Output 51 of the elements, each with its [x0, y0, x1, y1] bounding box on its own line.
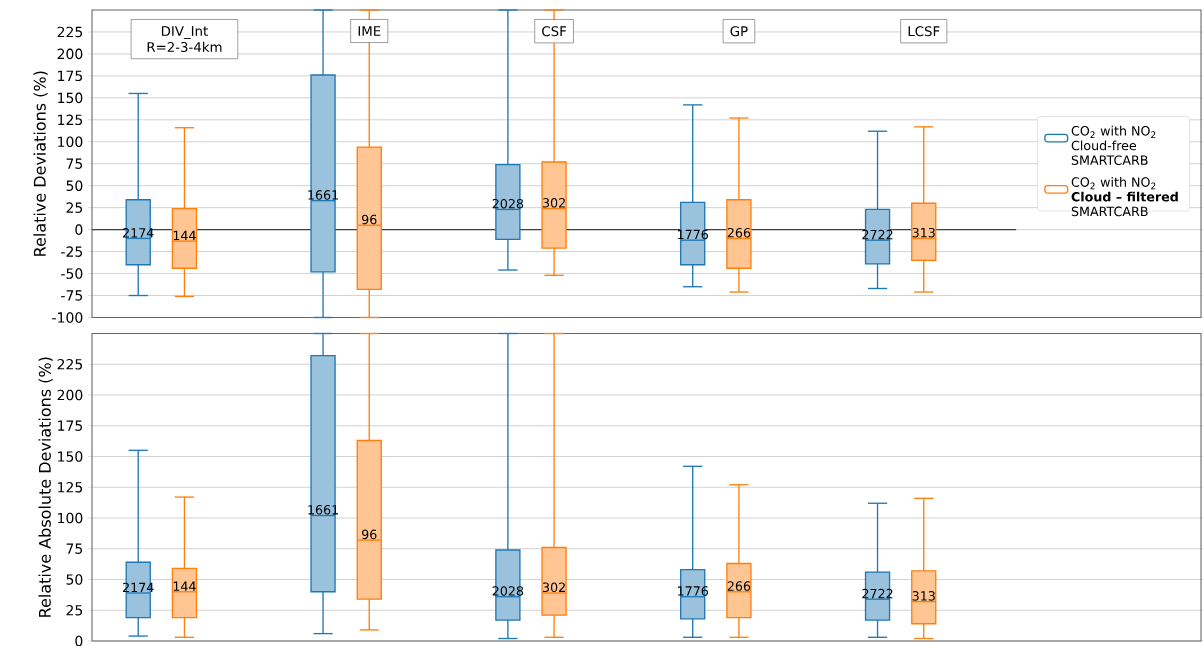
category-label: CSF [542, 26, 567, 37]
y-tick-label: 50 [66, 574, 83, 585]
y-tick-label: -100 [52, 312, 83, 323]
y-tick-label: 0 [75, 224, 83, 235]
text: 302 [542, 582, 565, 593]
text: 2174 [123, 228, 154, 238]
y-tick-label: 225 [57, 358, 83, 370]
text: 266 [727, 581, 751, 591]
y-tick-label: -75 [61, 290, 83, 301]
category-label: GP [730, 26, 748, 37]
text: 96 [361, 214, 377, 225]
y-tick-label: 200 [57, 389, 83, 401]
text: 96 [361, 529, 377, 540]
y-tick-label: 225 [57, 26, 83, 38]
y-tick-label: 0 [75, 635, 83, 646]
text: 313 [912, 591, 935, 601]
y-tick-label: 25 [66, 604, 83, 616]
text: 1776 [678, 586, 709, 596]
y-tick-label: 125 [58, 114, 83, 126]
y-tick-label: 25 [66, 202, 83, 213]
y-tick-label: 175 [58, 70, 83, 82]
y-tick-label: 175 [58, 420, 83, 431]
category-label: IME [358, 26, 381, 36]
y-tick-label: 100 [58, 136, 83, 148]
text: 266 [727, 227, 751, 238]
legend-label: CO$_{2}$ with NO$_{2}$ Cloud – filtered SMARTCARB [1071, 177, 1178, 217]
y-axis-title: Relative Deviations (%) [33, 71, 48, 256]
text: 2028 [492, 586, 524, 596]
text: 2174 [123, 582, 154, 593]
y-tick-label: 150 [58, 451, 83, 462]
text: 144 [173, 230, 196, 241]
y-tick-label: 50 [66, 180, 83, 191]
text: 313 [912, 227, 935, 238]
y-tick-label: 125 [58, 481, 83, 493]
text: 1661 [308, 505, 338, 515]
text: 1661 [308, 190, 338, 200]
y-tick-label: 75 [66, 158, 83, 169]
text: CO$_{2}$ with NO$_{2}$ Cloud-free SMARTCARB [1071, 125, 1156, 165]
y-tick-label: -25 [61, 246, 83, 257]
y-tick-label: 100 [58, 512, 83, 524]
y-tick-label: -50 [61, 268, 83, 279]
category-label: DIV_Int R=2-3-4km [147, 26, 222, 53]
y-axis-title: Relative Absolute Deviations (%) [38, 357, 53, 617]
y-tick-label: 200 [57, 48, 83, 60]
text: 2028 [492, 198, 524, 209]
category-label: LCSF [908, 26, 940, 37]
y-tick-label: 150 [58, 92, 83, 104]
y-tick-label: 75 [66, 543, 83, 554]
text: 302 [542, 198, 565, 208]
text: 144 [173, 581, 196, 591]
text: 1776 [678, 229, 709, 240]
